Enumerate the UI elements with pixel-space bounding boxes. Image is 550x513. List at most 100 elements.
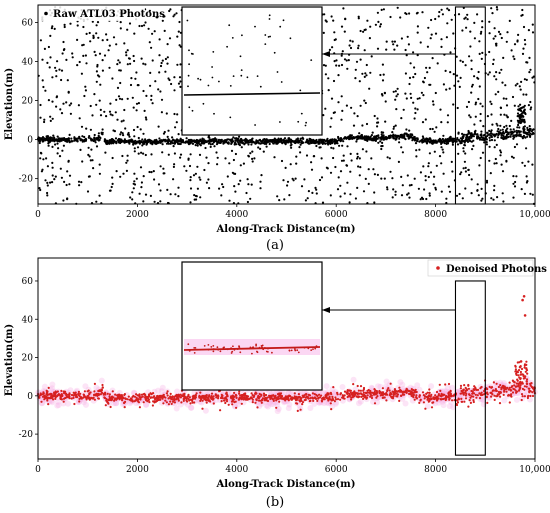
raw-photon-point <box>84 89 87 92</box>
panel-a-legend-box <box>39 6 145 21</box>
raw-photon-point <box>228 199 231 202</box>
raw-photon-point <box>108 44 111 47</box>
raw-photon-point <box>101 59 104 62</box>
canopy-photon-point <box>520 114 523 117</box>
denoised-photon-point <box>235 406 238 409</box>
inset-raw-photon-point <box>191 109 194 112</box>
ground-photon-point <box>372 139 375 142</box>
denoised-photon-point <box>438 383 441 386</box>
inset-raw-photon-point <box>188 106 191 109</box>
raw-photon-point <box>526 135 529 138</box>
raw-photon-point <box>89 128 92 131</box>
raw-photon-point <box>55 75 58 78</box>
raw-photon-point <box>249 152 252 155</box>
denoised-photon-point <box>263 399 266 402</box>
raw-photon-point <box>400 146 403 149</box>
ground-photon-point <box>394 138 397 141</box>
raw-photon-point <box>122 119 125 122</box>
denoised-photon-point <box>527 387 530 390</box>
canopy-photon-point <box>518 116 521 119</box>
denoised-photon-point <box>463 400 466 403</box>
ground-photon-point <box>115 140 118 143</box>
denoised-photon-point <box>373 390 376 393</box>
denoised-photon-point <box>259 399 263 402</box>
raw-photon-point <box>389 15 392 19</box>
denoised-photon-point <box>370 396 374 400</box>
ground-photon-point <box>523 128 526 131</box>
ground-photon-point <box>265 138 268 141</box>
raw-photon-point <box>39 151 43 154</box>
raw-photon-point <box>298 146 301 149</box>
ground-photon-point <box>170 141 173 144</box>
raw-photon-point <box>495 143 498 146</box>
denoised-photon-point <box>240 396 243 399</box>
ground-photon-point <box>218 141 221 144</box>
denoised-photon-point <box>177 399 180 402</box>
ground-photon-point <box>250 143 253 146</box>
denoised-photon-point <box>50 394 54 397</box>
raw-photon-point <box>504 84 507 87</box>
raw-photon-point <box>369 71 372 74</box>
ground-photon-point <box>49 136 52 139</box>
raw-photon-point <box>151 59 154 62</box>
raw-photon-point <box>262 150 265 153</box>
raw-photon-point <box>123 42 126 45</box>
raw-photon-point <box>51 166 54 169</box>
denoised-photon-point <box>415 396 418 399</box>
raw-photon-point <box>40 170 44 173</box>
raw-photon-point <box>44 89 47 92</box>
raw-photon-point <box>490 197 493 200</box>
signal-halo-point <box>375 383 381 390</box>
raw-photon-point <box>341 50 344 53</box>
raw-photon-point <box>414 111 417 115</box>
ground-photon-point <box>432 139 435 142</box>
raw-photon-point <box>43 120 46 124</box>
denoised-photon-point <box>46 399 49 402</box>
ground-photon-point <box>185 137 188 140</box>
raw-photon-point <box>63 180 66 183</box>
ground-photon-point <box>342 140 345 143</box>
denoised-photon-point <box>499 395 502 398</box>
denoised-photon-point <box>317 397 320 400</box>
raw-photon-point <box>522 47 525 50</box>
denoised-photon-point <box>251 401 254 404</box>
raw-photon-point <box>361 72 364 75</box>
inset-raw-photon-point <box>256 75 259 77</box>
ground-photon-point <box>110 141 113 144</box>
raw-photon-point <box>343 30 346 33</box>
ground-photon-point <box>360 137 363 140</box>
raw-photon-point <box>481 20 484 23</box>
signal-halo-point <box>270 401 277 408</box>
raw-photon-point <box>459 173 462 176</box>
raw-photon-point <box>455 74 459 77</box>
raw-photon-point <box>80 72 83 75</box>
raw-photon-point <box>495 78 498 81</box>
raw-photon-point <box>136 146 140 149</box>
inset-raw-photon-point <box>254 124 256 126</box>
ground-photon-point <box>70 137 73 140</box>
ground-photon-point <box>443 139 446 142</box>
panel-a-inset-ground <box>183 92 321 96</box>
denoised-photon-point <box>520 398 523 402</box>
signal-halo-point <box>83 401 89 408</box>
ground-photon-point <box>108 139 112 142</box>
ground-photon-point <box>374 139 377 142</box>
signal-halo-point <box>399 395 406 402</box>
inset-raw-photon-point <box>280 81 283 83</box>
raw-photon-point <box>525 147 528 150</box>
signal-halo-point <box>55 398 62 405</box>
denoised-photon-point <box>520 393 524 396</box>
raw-photon-point <box>410 183 413 187</box>
raw-photon-point <box>358 80 361 83</box>
denoised-photon-point <box>224 401 227 405</box>
ground-photon-point <box>448 138 451 141</box>
denoised-photon-point <box>360 395 363 398</box>
raw-photon-point <box>46 184 49 187</box>
denoised-photon-point <box>41 395 45 398</box>
raw-photon-point <box>162 132 166 135</box>
ground-photon-point <box>295 138 298 141</box>
raw-photon-point <box>397 160 400 163</box>
raw-photon-point <box>506 116 509 119</box>
raw-photon-point <box>116 63 119 66</box>
raw-photon-point <box>167 129 170 132</box>
